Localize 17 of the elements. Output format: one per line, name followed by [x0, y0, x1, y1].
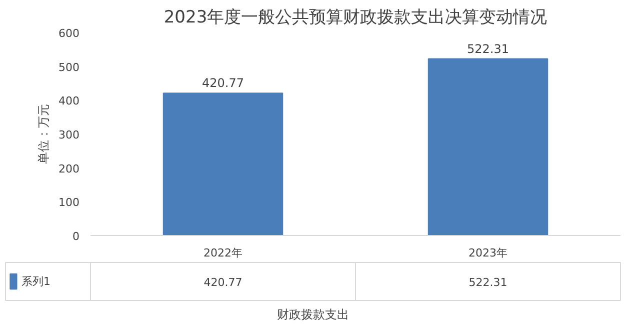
y-tick-label: 500	[58, 60, 80, 74]
y-tick-label: 200	[58, 162, 80, 176]
x-tick-label: 2023年	[468, 246, 508, 260]
y-tick-label: 0	[72, 230, 80, 243]
x-tick-label: 2022年	[204, 246, 243, 260]
y-tick-label: 400	[58, 94, 80, 108]
data-label: 522.31	[467, 42, 510, 56]
text: 522.31	[468, 276, 508, 289]
x-axis-title: 财政拨款支出	[277, 308, 349, 322]
text: 420.77	[204, 276, 242, 289]
y-tick-label: 100	[58, 196, 80, 210]
y-tick-label: 600	[58, 27, 80, 40]
chart-title: 2023年度一般公共预算财政拨款支出决算变动情况	[164, 8, 548, 28]
y-tick-label: 300	[58, 128, 80, 142]
legend-label: 系列1	[22, 275, 50, 288]
y-axis-title: 单位：万元	[36, 104, 51, 164]
data-label: 420.77	[202, 76, 244, 90]
